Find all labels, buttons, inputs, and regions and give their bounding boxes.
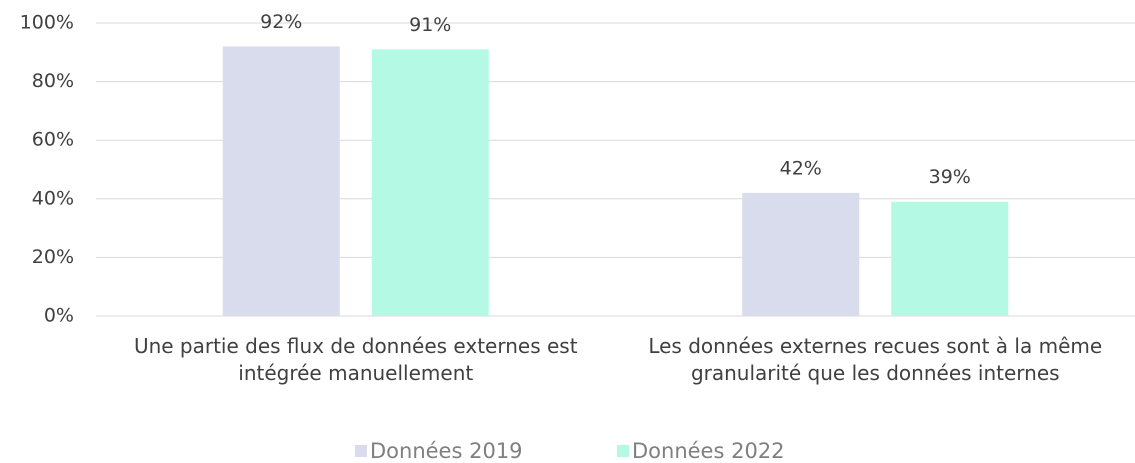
value-label: 92% <box>260 11 302 33</box>
legend-label: Données 2022 <box>632 439 785 463</box>
y-tick-label: 40% <box>32 187 74 209</box>
value-label: 91% <box>409 14 451 36</box>
value-label: 39% <box>929 166 971 188</box>
y-tick-label: 0% <box>44 305 74 327</box>
legend-swatch <box>355 445 367 457</box>
y-tick-label: 20% <box>32 246 74 268</box>
value-label: 42% <box>780 157 822 179</box>
bar <box>222 46 340 316</box>
legend-swatch <box>617 445 629 457</box>
bar <box>742 192 860 316</box>
y-tick-label: 60% <box>32 129 74 151</box>
x-tick-label: Une partie des flux de données externes … <box>133 334 578 385</box>
x-tick-label: Les données externes recues sont à la mê… <box>648 334 1103 385</box>
y-tick-label: 80% <box>32 70 74 92</box>
bar <box>891 201 1009 316</box>
legend-label: Données 2019 <box>370 439 523 463</box>
y-tick-label: 100% <box>20 12 74 34</box>
bar <box>371 49 489 317</box>
